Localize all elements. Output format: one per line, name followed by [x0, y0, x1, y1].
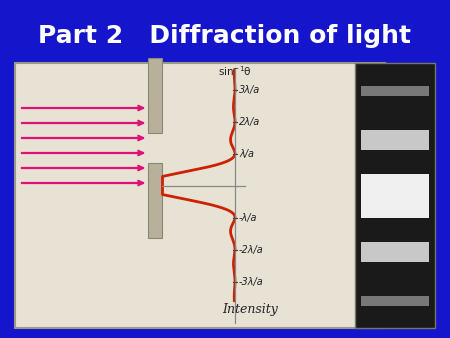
Text: -2λ/a: -2λ/a [239, 244, 264, 255]
Text: Part 2   Diffraction of light: Part 2 Diffraction of light [39, 24, 411, 48]
Bar [361, 295, 429, 306]
Text: $\mathregular{sin^{-1}\theta}$: $\mathregular{sin^{-1}\theta}$ [218, 64, 252, 78]
Text: -λ/a: -λ/a [239, 213, 257, 222]
Text: -3λ/a: -3λ/a [239, 276, 264, 287]
Bar [355, 63, 435, 328]
Bar [15, 63, 385, 328]
Text: λ/a: λ/a [239, 148, 254, 159]
Bar [361, 173, 429, 217]
Text: 3λ/a: 3λ/a [239, 84, 260, 95]
Bar [148, 58, 162, 133]
Bar [361, 129, 429, 149]
Text: 2λ/a: 2λ/a [239, 117, 260, 126]
Bar [148, 163, 162, 238]
Bar [361, 86, 429, 96]
Text: Intensity: Intensity [222, 304, 278, 316]
Bar [361, 241, 429, 262]
